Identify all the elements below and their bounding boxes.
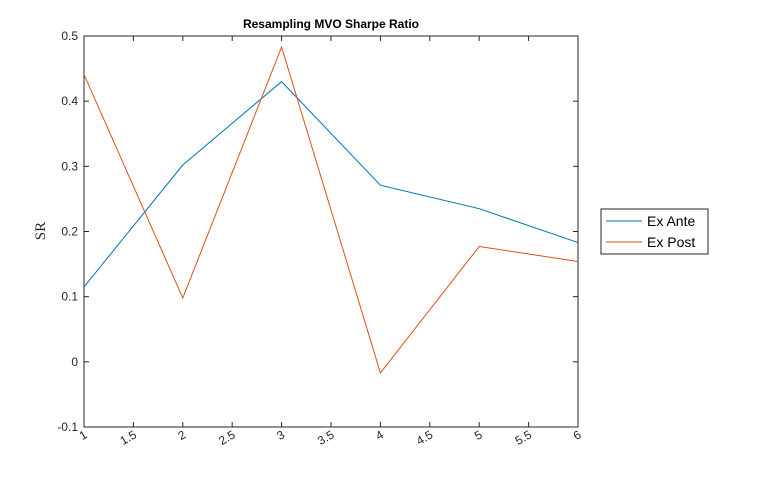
series-lines bbox=[83, 45, 579, 374]
series-line-ex-ante bbox=[83, 80, 579, 288]
y-tick-label: 0.1 bbox=[61, 290, 78, 304]
y-tick-label: 0.4 bbox=[61, 94, 78, 108]
y-tick-label: -0.1 bbox=[57, 420, 78, 434]
y-axis-ticks: -0.1 0 0.1 0.2 0.3 0.4 0.5 bbox=[57, 29, 578, 434]
legend-box bbox=[600, 208, 709, 255]
y-axis-label: SR bbox=[33, 222, 49, 240]
legend-label-ex-ante: Ex Ante bbox=[647, 213, 695, 229]
y-tick-label: 0.5 bbox=[61, 29, 78, 43]
chart-title: Resampling MVO Sharpe Ratio bbox=[243, 17, 419, 31]
legend-label-ex-post: Ex Post bbox=[647, 234, 695, 250]
y-tick-label: 0.3 bbox=[61, 159, 78, 173]
plot-area bbox=[83, 35, 579, 428]
y-tick-label: 0.2 bbox=[61, 225, 78, 239]
y-tick-label: 0 bbox=[71, 355, 78, 369]
series-line-ex-post bbox=[83, 45, 579, 374]
legend: Ex Ante Ex Post bbox=[600, 208, 709, 255]
